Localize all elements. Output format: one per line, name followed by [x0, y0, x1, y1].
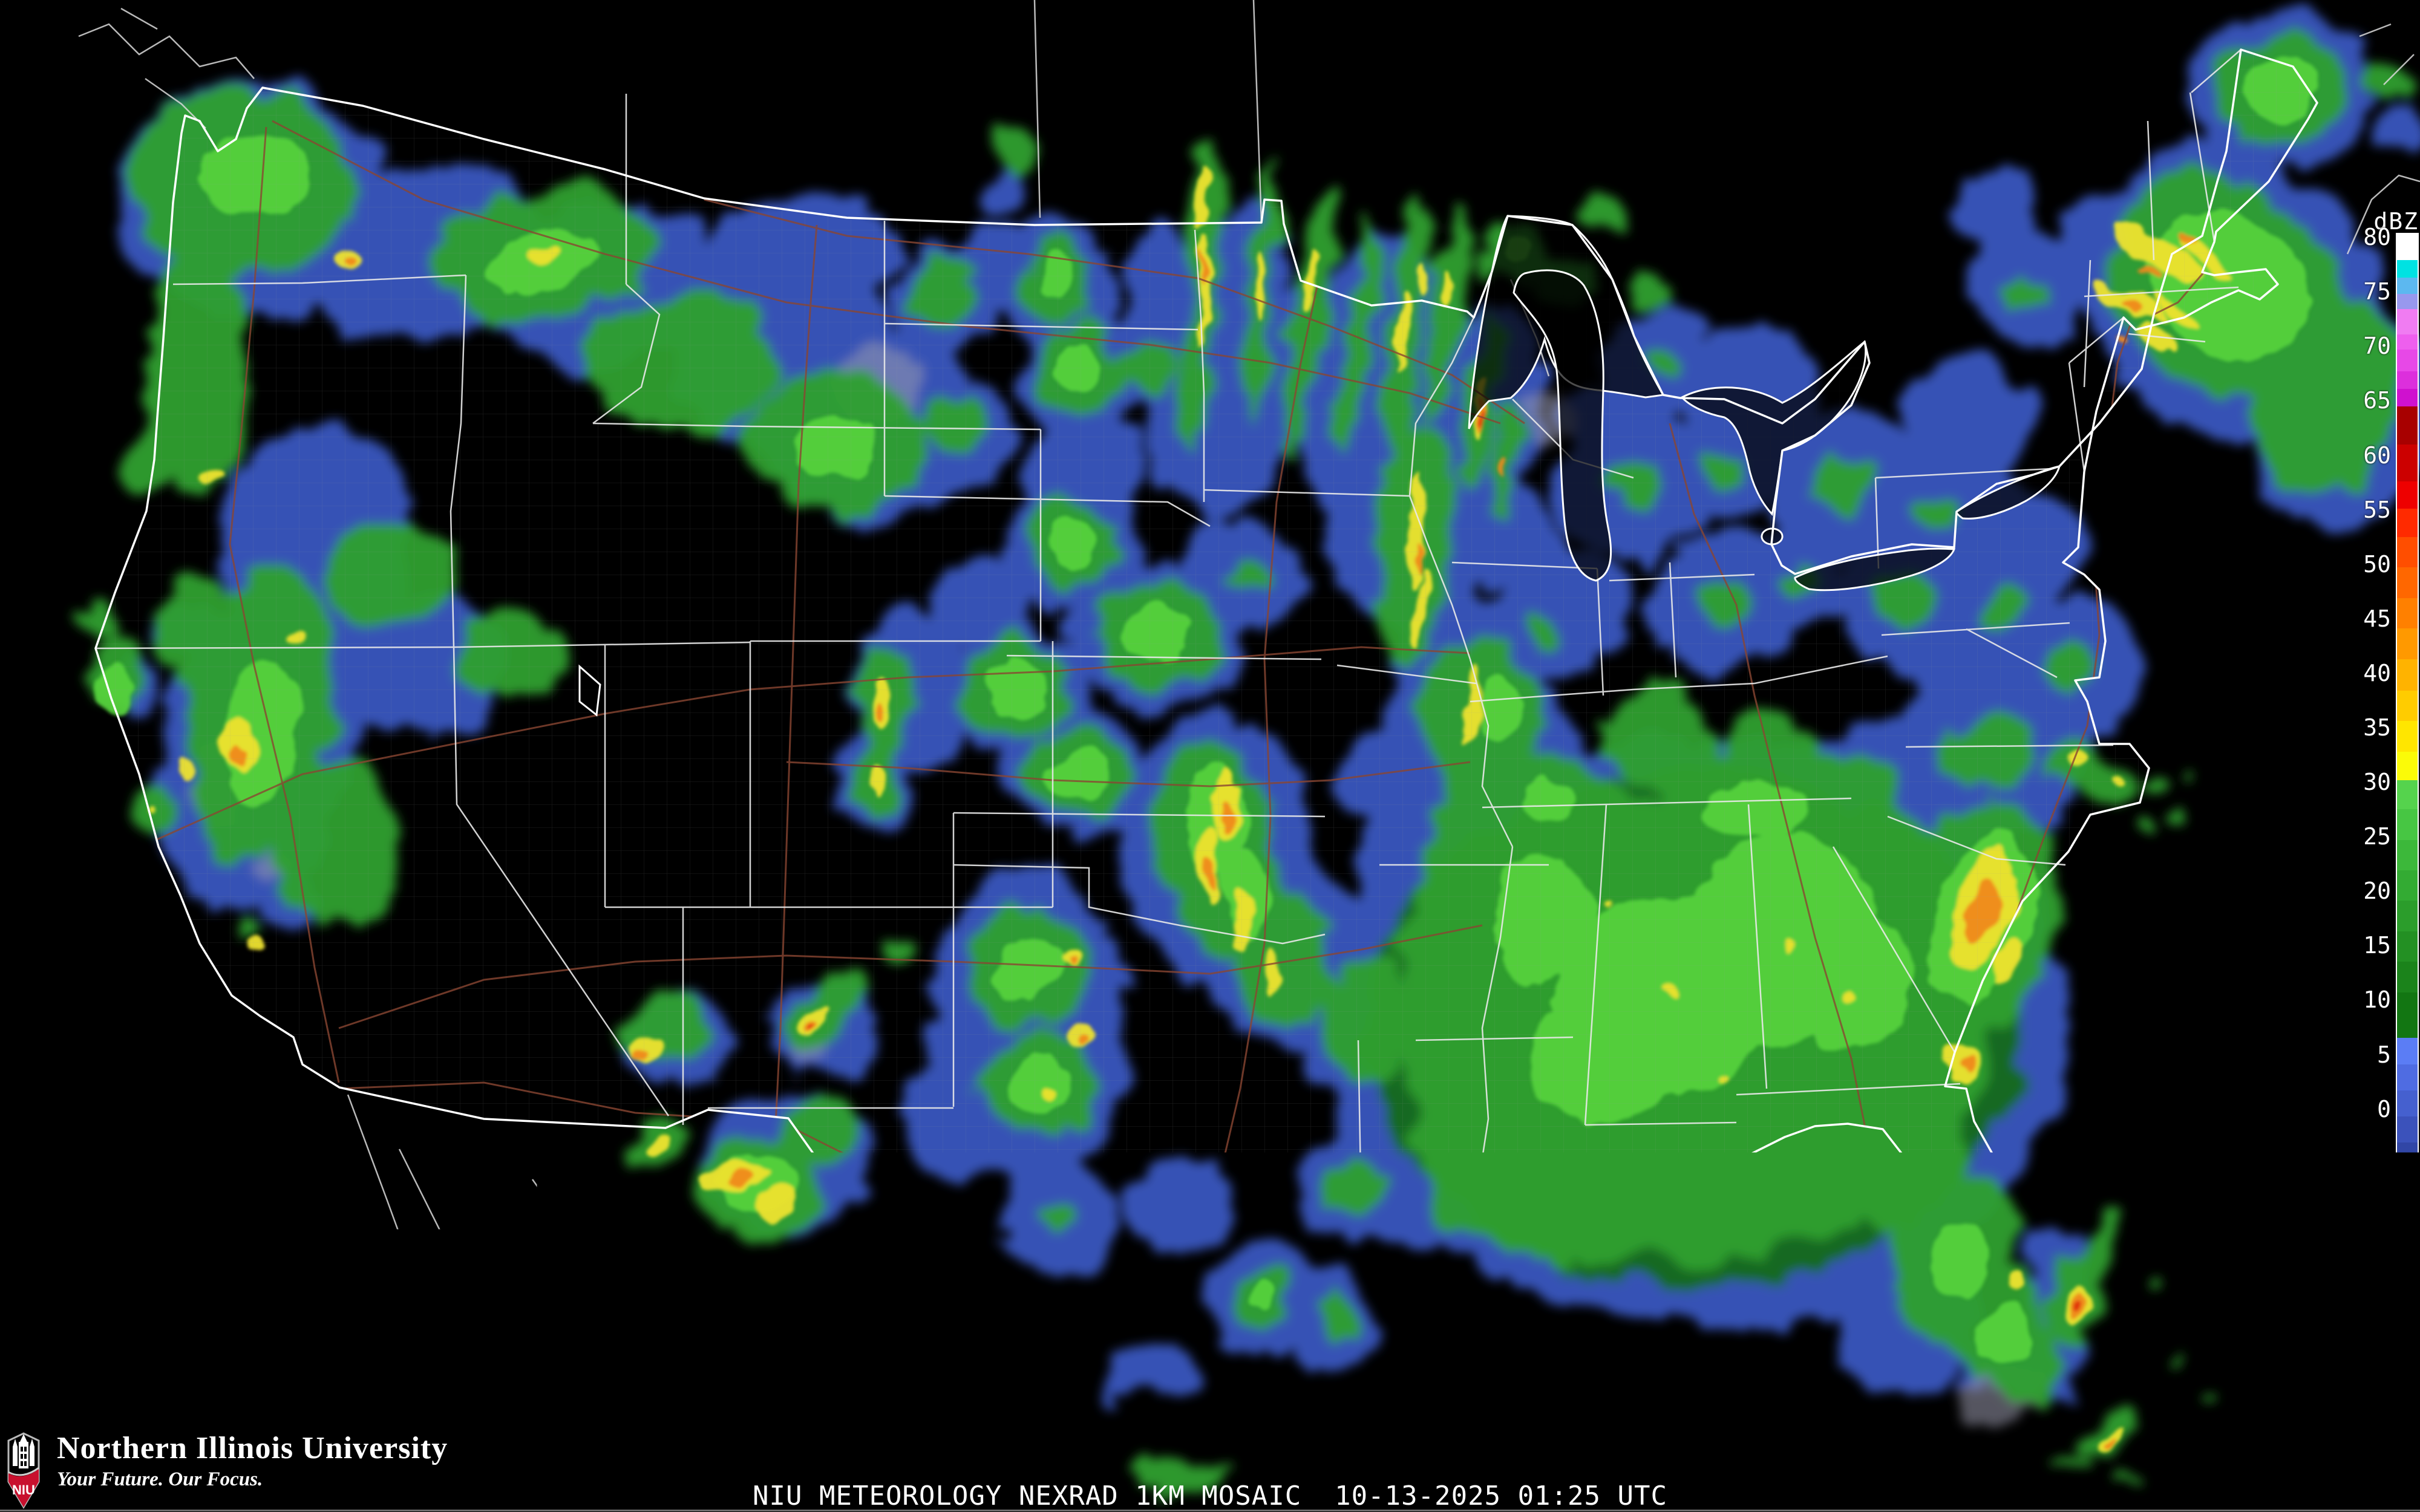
colorbar-label: -10 [2300, 1206, 2391, 1230]
radar-echo-cell [2076, 1299, 2084, 1314]
colorbar-label: 65 [2300, 388, 2391, 412]
colorbar-segment [2397, 840, 2418, 870]
colorbar-segment [2397, 962, 2418, 992]
colorbar-segment [2397, 809, 2418, 839]
colorbar-segment [2397, 752, 2418, 780]
colorbar-label: 5 [2300, 1043, 2391, 1067]
radar-echo-cell [1584, 198, 1635, 237]
radar-echo-cell [2170, 1349, 2186, 1361]
colorbar-segment [2397, 1337, 2418, 1365]
radar-echo-cell [2183, 769, 2197, 780]
colorbar-label: 30 [2300, 770, 2391, 794]
colorbar-label: 45 [2300, 607, 2391, 631]
colorbar-label: 80 [2300, 225, 2391, 249]
colorbar-label: 40 [2300, 661, 2391, 685]
radar-echo-cell [1961, 1057, 1972, 1072]
colorbar-segment [2397, 260, 2418, 278]
radar-echo-cell [2367, 57, 2418, 100]
colorbar-segment [2397, 481, 2418, 509]
colorbar-segment [2397, 1195, 2418, 1224]
colorbar-label: 70 [2300, 334, 2391, 358]
colorbar-label: -5 [2300, 1152, 2391, 1176]
colorbar-segment [2397, 931, 2418, 962]
niu-shield-icon: NIU [6, 1431, 41, 1510]
colorbar-segment [2397, 509, 2418, 537]
colorbar-segment [2397, 1365, 2418, 1393]
colorbar-segment [2397, 628, 2418, 659]
colorbar-label: 60 [2300, 443, 2391, 468]
colorbar-segment [2397, 1090, 2418, 1116]
colorbar-segment [2397, 294, 2418, 309]
logo-institution: Northern Illinois University [57, 1431, 448, 1466]
colorbar-segment [2397, 1252, 2418, 1280]
colorbar-segment [2397, 780, 2418, 810]
colorbar-label: -15 [2300, 1260, 2391, 1285]
radar-echo-cell [645, 1136, 664, 1153]
colorbar-segment [2397, 537, 2418, 567]
colorbar-segment [2397, 1038, 2418, 1064]
colorbar [2396, 233, 2419, 1459]
colorbar-segment [2397, 1167, 2418, 1181]
colorbar-segment [2397, 334, 2418, 350]
radar-echo-cell [2140, 816, 2156, 829]
colorbar-label: 10 [2300, 988, 2391, 1012]
colorbar-segment [2397, 1116, 2418, 1142]
colorbar-segment [2397, 445, 2418, 481]
colorbar-segment [2397, 1280, 2418, 1308]
colorbar-segment [2397, 406, 2418, 445]
colorbar-label: 0 [2300, 1097, 2391, 1121]
radar-echo-cell [2005, 272, 2049, 309]
colorbar-segment [2397, 992, 2418, 1038]
colorbar-segment [2397, 659, 2418, 691]
radar-map [0, 0, 2420, 1512]
radar-echo-cell [2145, 1276, 2163, 1289]
colorbar-segment [2397, 567, 2418, 598]
colorbar-segment [2397, 691, 2418, 721]
colorbar-label: 55 [2300, 498, 2391, 522]
radar-echo-cell [1911, 492, 1961, 536]
colorbar-label: 20 [2300, 879, 2391, 903]
radar-echo-cell [1814, 456, 1877, 512]
colorbar-segment [2397, 389, 2418, 406]
radar-mosaic-screen: dBZ 80 75 70 65 60 55 50 45 40 35 30 25 20 15 10 5 0 -5 -1… [0, 0, 2420, 1512]
colorbar-segment [2397, 1308, 2418, 1337]
radar-echo-cell [2169, 803, 2187, 818]
logo-tagline: Your Future. Our Focus. [57, 1467, 448, 1491]
radar-echo-cell [1630, 272, 1673, 308]
radar-echo-cell [1954, 172, 2039, 251]
radar-echo-cell [983, 175, 1025, 212]
colorbar-segment [2397, 1422, 2418, 1450]
radar-echo-cell [997, 129, 1036, 180]
colorbar-segment [2397, 1224, 2418, 1252]
colorbar-segment [2397, 371, 2418, 389]
colorbar-segment [2397, 1393, 2418, 1422]
shield-acronym: NIU [12, 1482, 35, 1497]
colorbar-segment [2397, 870, 2418, 901]
colorbar-label: -30 [2300, 1424, 2391, 1448]
colorbar-segment [2397, 598, 2418, 628]
colorbar-segment [2397, 278, 2418, 294]
colorbar-segment [2397, 1142, 2418, 1167]
colorbar-segment [2397, 721, 2418, 751]
colorbar-label: 75 [2300, 279, 2391, 304]
logo-text: Northern Illinois University Your Future… [57, 1431, 448, 1491]
colorbar-segment [2397, 350, 2418, 371]
niu-logo: NIU Northern Illinois University Your Fu… [6, 1431, 448, 1510]
colorbar-segment [2397, 1181, 2418, 1194]
colorbar-label: 35 [2300, 715, 2391, 740]
colorbar-segment [2397, 1450, 2418, 1478]
colorbar-label: -25 [2300, 1369, 2391, 1393]
colorbar-label: 25 [2300, 824, 2391, 849]
colorbar-label: 15 [2300, 933, 2391, 957]
colorbar-segment [2397, 234, 2418, 260]
radar-echo-cell [756, 1188, 795, 1222]
lake-outline [2003, 1251, 2035, 1277]
colorbar-label: 50 [2300, 552, 2391, 576]
bottom-border-line [0, 1510, 2420, 1511]
radar-echo-cell [2202, 1398, 2215, 1409]
colorbar-segment [2397, 309, 2418, 334]
colorbar-segment [2397, 901, 2418, 931]
colorbar-label: -20 [2300, 1315, 2391, 1339]
colorbar-segment [2397, 1064, 2418, 1090]
